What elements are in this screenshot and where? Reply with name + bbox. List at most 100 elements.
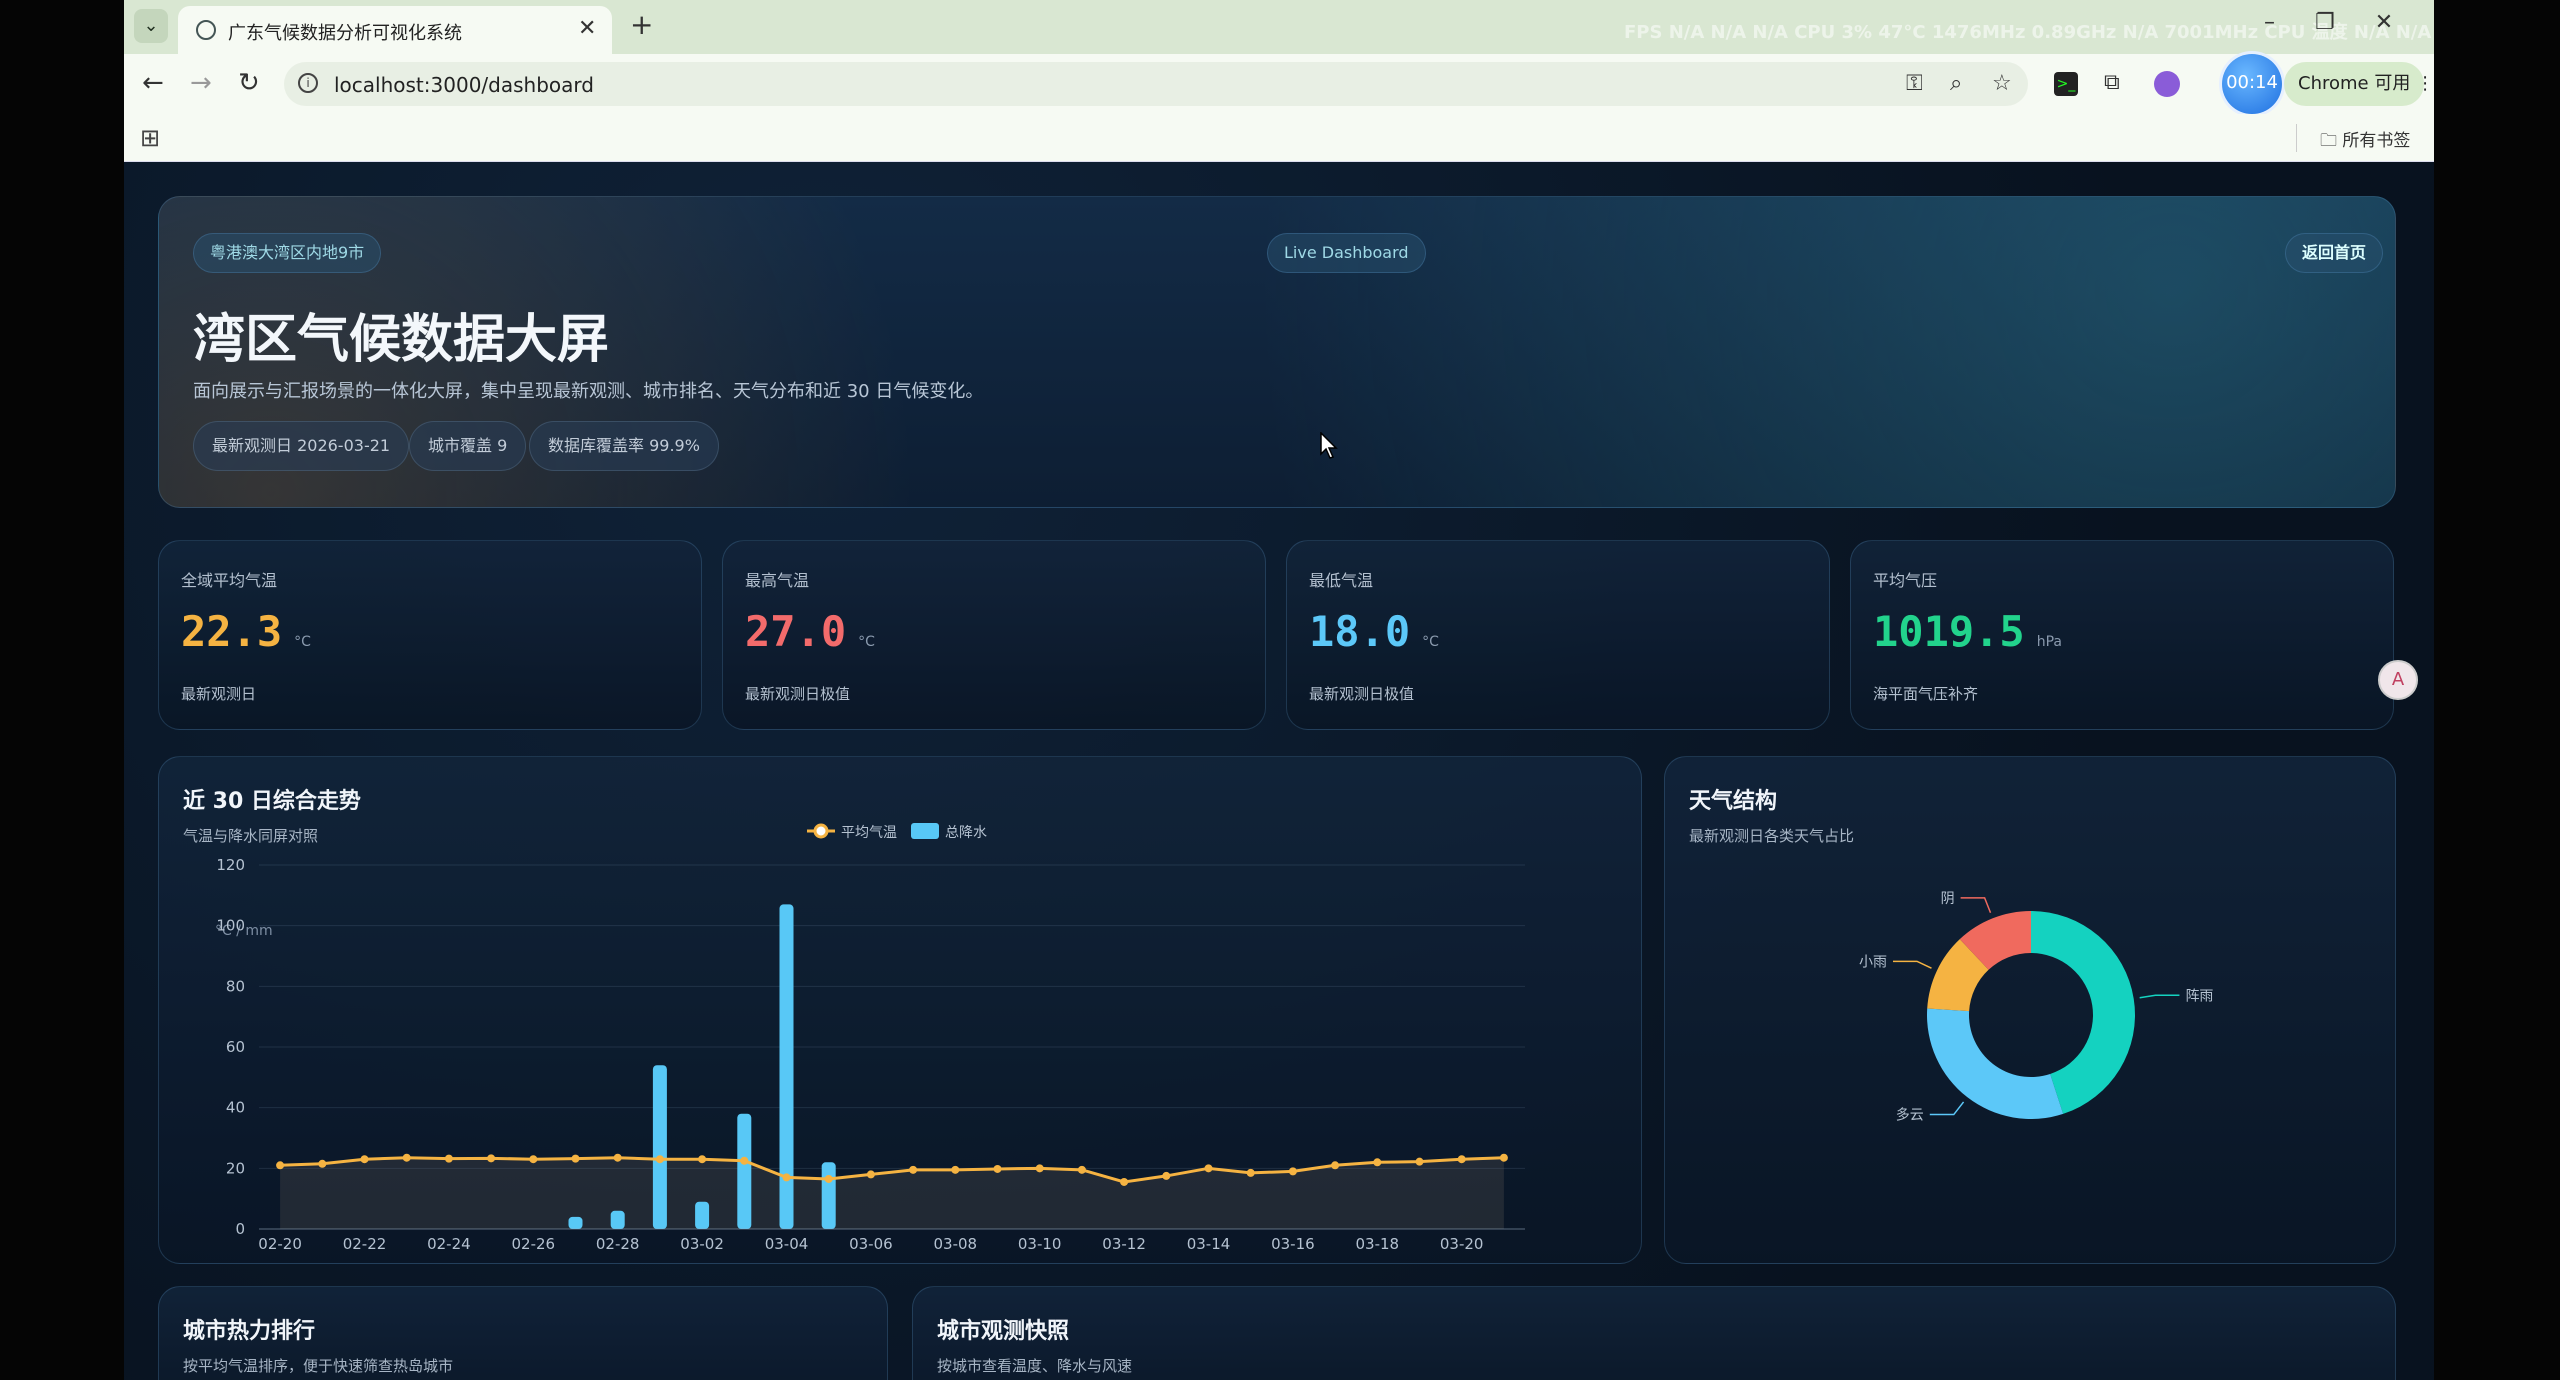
trend-chart-card: 近 30 日综合走势 气温与降水同屏对照 °C / mm 0 20 40 60 80 100… xyxy=(158,756,1642,1264)
password-key-icon[interactable]: ⚿ xyxy=(1906,71,1923,96)
temperature-point xyxy=(1077,1165,1086,1174)
active-tab[interactable]: 广东气候数据分析可视化系统 ✕ xyxy=(178,6,612,54)
translate-floating-icon[interactable]: A xyxy=(2378,660,2418,700)
precip-bar xyxy=(821,1162,836,1229)
legend-label-avg-temp: 平均气温 xyxy=(841,825,897,841)
stat-number: 1019.5 xyxy=(1873,607,2025,656)
x-tick-label: 02-20 xyxy=(258,1235,302,1253)
y-tick-label: 0 xyxy=(235,1220,245,1238)
city-coverage-tag: 城市覆盖 9 xyxy=(409,421,527,471)
profile-avatar-icon[interactable] xyxy=(2154,71,2180,97)
restore-icon[interactable]: ❐ xyxy=(2315,10,2375,35)
address-bar[interactable]: i localhost:3000/dashboard ⚿ ⌕ ☆ xyxy=(284,62,2028,106)
x-tick-label: 03-18 xyxy=(1356,1235,1400,1253)
donut-slice-label: 小雨 xyxy=(1859,954,1887,970)
trend-title: 近 30 日综合走势 xyxy=(183,789,361,814)
reload-icon[interactable]: ↻ xyxy=(238,68,260,98)
all-bookmarks-label: 所有书签 xyxy=(2342,131,2411,151)
temperature-point xyxy=(613,1153,622,1162)
legend-bar-swatch xyxy=(911,823,939,839)
window-controls: –❐✕ xyxy=(2264,10,2433,35)
temperature-point xyxy=(782,1173,791,1182)
browser-window: ⌄ 广东气候数据分析可视化系统 ✕ + FPS N/A N/A N/A CPU … xyxy=(124,0,2434,1380)
screen-recorder-timer[interactable]: 00:14 xyxy=(2222,54,2282,114)
temperature-point xyxy=(1499,1153,1508,1162)
mouse-cursor-icon xyxy=(1320,432,1338,459)
snapshot-subtitle: 按城市查看温度、降水与风速 xyxy=(937,1357,1133,1375)
trend-chart[interactable]: °C / mm 0 20 40 60 80 100 120 平均气温 总降水 02-20 02-22 0… xyxy=(159,823,1643,1257)
x-tick-label: 03-16 xyxy=(1271,1235,1315,1253)
precip-bar xyxy=(652,1065,667,1229)
temperature-area xyxy=(280,1157,1504,1229)
temperature-point xyxy=(909,1165,918,1174)
forward-arrow-icon[interactable]: → xyxy=(190,68,212,98)
x-tick-label: 02-24 xyxy=(427,1235,471,1253)
stat-label: 平均气压 xyxy=(1873,571,1938,590)
back-home-button[interactable]: 返回首页 xyxy=(2285,233,2384,273)
site-info-icon[interactable]: i xyxy=(298,73,318,93)
hero-panel: 粤港澳大湾区内地9市 Live Dashboard 返回首页 湾区气候数据大屏 … xyxy=(158,196,2396,508)
back-arrow-icon[interactable]: ← xyxy=(142,68,164,98)
terminal-extension-icon[interactable]: >_ xyxy=(2054,72,2078,96)
heat-subtitle: 按平均气温排序，便于快速筛查热岛城市 xyxy=(183,1357,454,1375)
precip-bar xyxy=(610,1210,625,1229)
donut-slice-label: 多云 xyxy=(1896,1107,1924,1124)
all-bookmarks-button[interactable]: 🗀 所有书签 xyxy=(2320,126,2410,157)
donut-leader-line xyxy=(2139,994,2180,999)
temperature-point xyxy=(402,1153,411,1162)
precip-bar xyxy=(568,1216,583,1229)
temperature-point xyxy=(1204,1164,1213,1173)
snapshot-title: 城市观测快照 xyxy=(937,1319,1070,1344)
legend-line-marker xyxy=(813,823,829,839)
precip-bar xyxy=(779,904,794,1229)
minimize-icon[interactable]: – xyxy=(2264,10,2315,35)
url-text[interactable]: localhost:3000/dashboard xyxy=(334,73,594,97)
stat-card-max-temp: 最高气温 27.0 °C 最新观测日极值 xyxy=(722,540,1266,730)
stat-label: 全域平均气温 xyxy=(181,571,278,590)
temperature-point xyxy=(1035,1164,1044,1173)
stat-value: 27.0 °C xyxy=(745,607,875,656)
temperature-point xyxy=(1457,1155,1466,1164)
chrome-update-button[interactable]: Chrome 可用 ⋮ xyxy=(2284,62,2434,106)
x-tick-label: 02-26 xyxy=(512,1235,556,1253)
apps-grid-icon[interactable]: ⊞ xyxy=(140,124,161,152)
dashboard-page: 粤港澳大湾区内地9市 Live Dashboard 返回首页 湾区气候数据大屏 … xyxy=(124,162,2434,1380)
stat-value: 1019.5 hPa xyxy=(1873,607,2062,656)
tab-search-chevron-down-icon[interactable]: ⌄ xyxy=(134,9,168,43)
temperature-point xyxy=(1246,1168,1255,1177)
extensions-puzzle-icon[interactable]: ⧉ xyxy=(2104,70,2120,95)
y-axis-unit-label: °C / mm xyxy=(215,923,273,939)
db-coverage-tag: 数据库覆盖率 99.9% xyxy=(529,421,719,471)
bookmark-star-icon[interactable]: ☆ xyxy=(1992,71,2012,96)
live-dashboard-pill: Live Dashboard xyxy=(1267,233,1426,273)
x-tick-label: 03-08 xyxy=(934,1235,978,1253)
browser-toolbar: ← → ↻ i localhost:3000/dashboard ⚿ ⌕ ☆ >… xyxy=(124,54,2434,114)
stat-foot: 海平面气压补齐 xyxy=(1873,685,1979,703)
trend-subtitle: 气温与降水同屏对照 xyxy=(183,827,319,845)
stat-card-avg-temp: 全域平均气温 22.3 °C 最新观测日 xyxy=(158,540,702,730)
stat-value: 18.0 °C xyxy=(1309,607,1439,656)
page-description: 面向展示与汇报场景的一体化大屏，集中呈现最新观测、城市排名、天气分布和近 30 … xyxy=(193,381,984,402)
close-window-icon[interactable]: ✕ xyxy=(2374,10,2434,35)
chrome-update-label: Chrome 可用 xyxy=(2298,73,2411,94)
temperature-point xyxy=(1331,1161,1340,1170)
stat-value: 22.3 °C xyxy=(181,607,311,656)
donut-slice-label: 阵雨 xyxy=(2185,988,2213,1004)
tab-close-icon[interactable]: ✕ xyxy=(578,16,597,41)
x-tick-label: 03-04 xyxy=(765,1235,809,1253)
donut-leader-line xyxy=(1929,1101,1965,1116)
city-snapshot-card: 城市观测快照 按城市查看温度、降水与风速 xyxy=(912,1286,2396,1380)
zoom-icon[interactable]: ⌕ xyxy=(1950,71,1963,96)
latest-date-tag: 最新观测日 2026-03-21 xyxy=(193,421,410,471)
x-tick-label: 03-02 xyxy=(680,1235,724,1253)
new-tab-plus-icon[interactable]: + xyxy=(630,8,654,41)
legend-label-precip: 总降水 xyxy=(945,825,987,841)
donut-leader-line xyxy=(1960,897,1992,914)
temperature-point xyxy=(318,1159,327,1168)
stat-label: 最高气温 xyxy=(745,571,810,590)
city-heat-ranking-card: 城市热力排行 按平均气温排序，便于快速筛查热岛城市 xyxy=(158,1286,888,1380)
bookmarks-bar: ⊞ 🗀 所有书签 xyxy=(124,114,2434,162)
temperature-point xyxy=(487,1154,496,1163)
